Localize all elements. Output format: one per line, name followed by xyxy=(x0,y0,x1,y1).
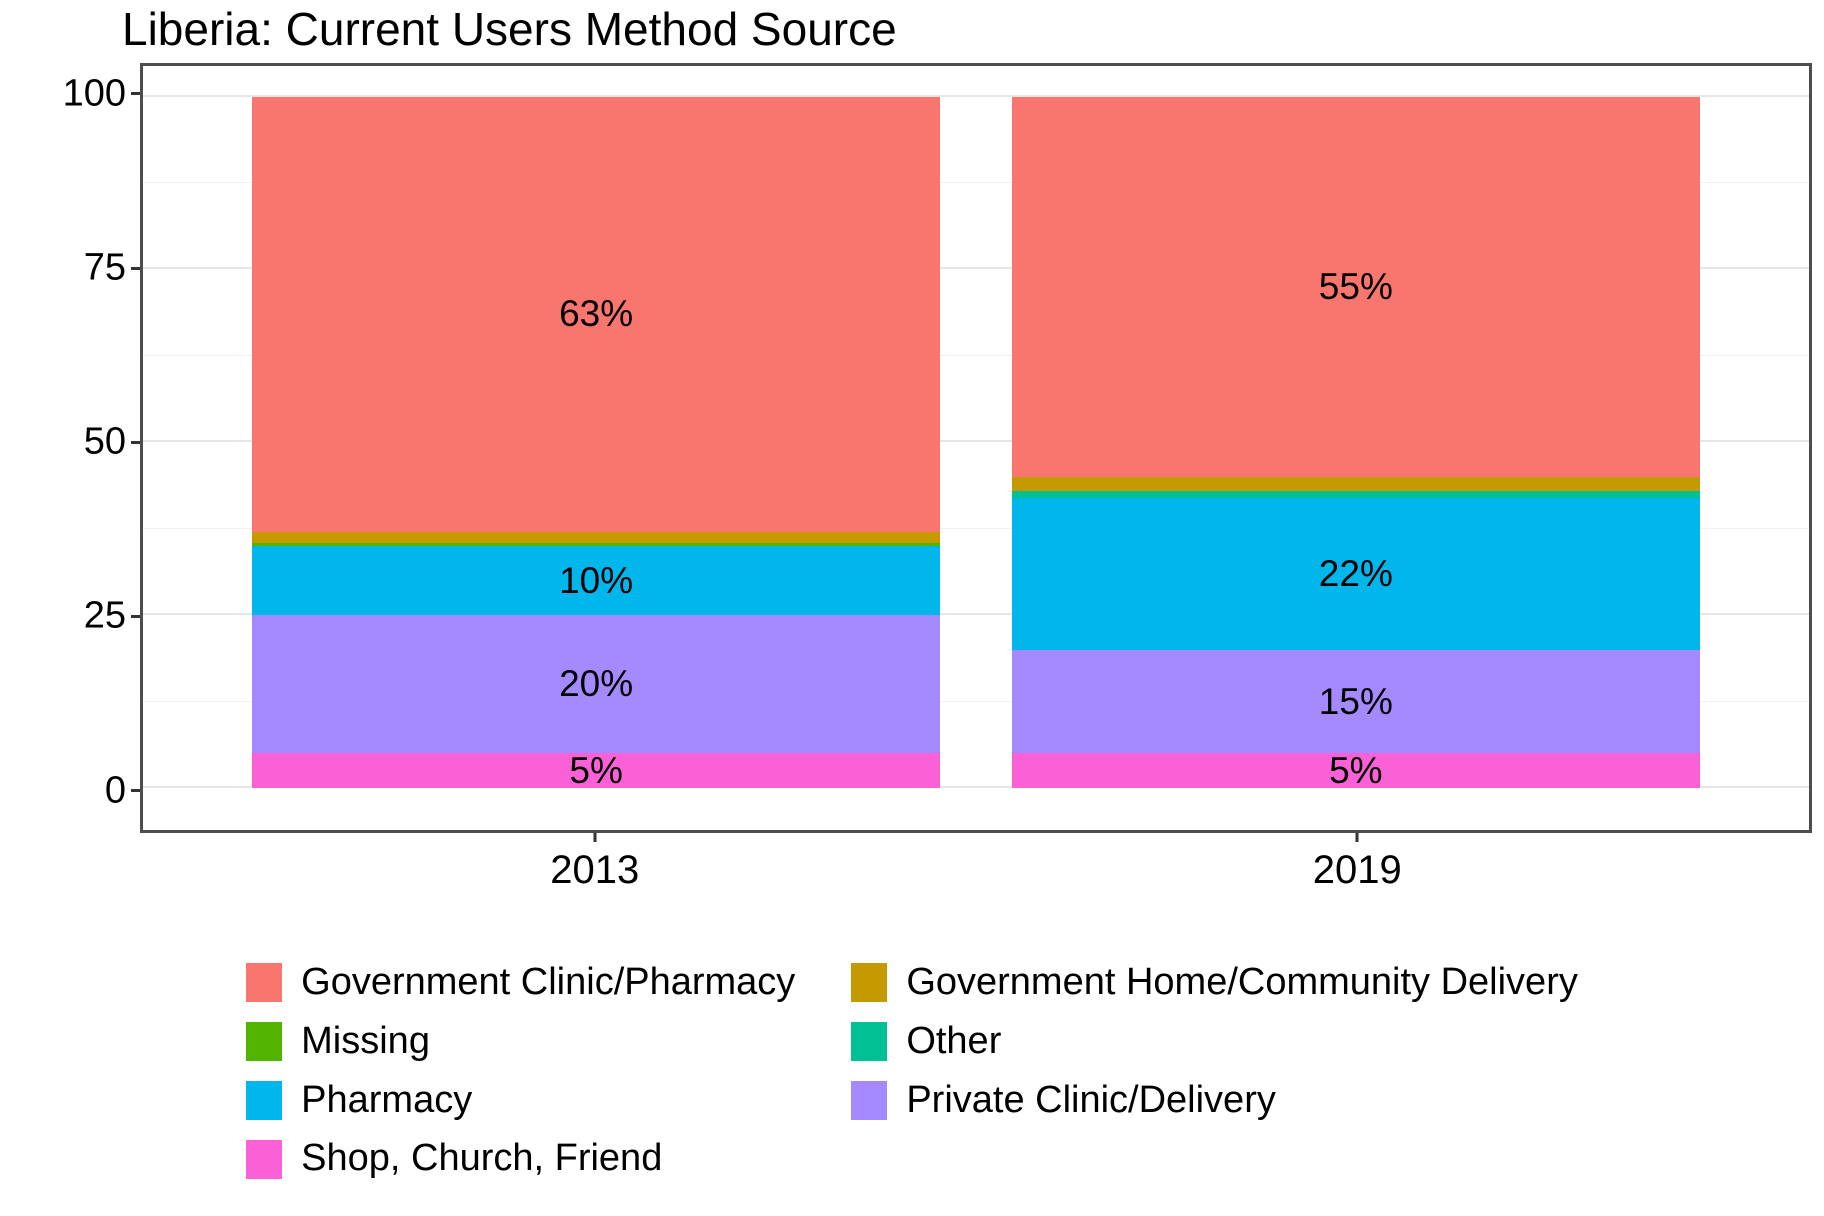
legend-label: Missing xyxy=(301,1019,430,1062)
x-axis-tick-label: 2013 xyxy=(550,848,640,892)
gridline-major xyxy=(143,440,1809,443)
segment xyxy=(1011,96,1700,477)
legend-label: Other xyxy=(906,1019,1002,1062)
segment xyxy=(1011,476,1700,491)
legend-item: Missing xyxy=(246,1019,795,1063)
gridline-major xyxy=(143,94,1809,97)
legend-item: Private Clinic/Delivery xyxy=(851,1078,1578,1122)
legend-swatch xyxy=(246,1080,283,1120)
chart-title: Liberia: Current Users Method Source xyxy=(122,3,897,55)
legend-label: Shop, Church, Friend xyxy=(301,1137,663,1180)
stacked-bar-2013: 5% 20% 10% 63% xyxy=(252,66,941,830)
gridline-minor xyxy=(143,527,1809,529)
segment-value-label: 10% xyxy=(559,559,634,601)
y-axis-tick-label: 0 xyxy=(104,769,126,812)
segment-value-label: 20% xyxy=(559,663,634,705)
segment xyxy=(1011,649,1700,754)
y-axis-tick xyxy=(131,92,140,96)
legend-swatch xyxy=(851,1022,888,1062)
gridline-minor xyxy=(143,182,1809,183)
x-axis-tick xyxy=(1355,833,1359,842)
segment-value-label: 63% xyxy=(559,293,634,335)
plot-panel: 5% 20% 10% 63% 5% 15% 22% 55% xyxy=(140,63,1812,833)
y-axis-tick-label: 100 xyxy=(62,72,126,115)
legend-item: Other xyxy=(851,1019,1578,1063)
x-axis-tick xyxy=(593,833,597,842)
gridline-minor xyxy=(143,700,1809,702)
legend-swatch xyxy=(851,1080,888,1120)
segment-value-label: 22% xyxy=(1318,552,1393,594)
legend-swatch xyxy=(246,1022,283,1062)
y-axis-tick xyxy=(131,266,140,270)
gridline-major xyxy=(143,785,1809,788)
segment xyxy=(252,96,941,533)
segment-value-label: 5% xyxy=(569,749,623,791)
segment xyxy=(1011,753,1700,788)
x-axis-tick-label: 2019 xyxy=(1312,848,1402,892)
segment xyxy=(252,532,941,543)
segment-value-label: 15% xyxy=(1318,680,1393,722)
segment xyxy=(252,753,941,788)
legend-label: Private Clinic/Delivery xyxy=(906,1078,1276,1121)
segment xyxy=(252,545,941,616)
legend-label: Pharmacy xyxy=(301,1078,473,1121)
stacked-bar-2019: 5% 15% 22% 55% xyxy=(1011,66,1700,830)
legend-item: Shop, Church, Friend xyxy=(246,1138,795,1180)
gridline-minor xyxy=(143,354,1809,356)
gridline-major xyxy=(143,613,1809,616)
segment xyxy=(1011,490,1700,498)
segment-value-label: 5% xyxy=(1329,749,1383,791)
legend-swatch xyxy=(246,1139,283,1179)
segment xyxy=(1011,497,1700,650)
gridline-major xyxy=(143,267,1809,270)
legend-item: Government Home/Community Delivery xyxy=(851,961,1578,1004)
legend: Government Clinic/Pharmacy Government Hom… xyxy=(0,961,1824,1180)
legend-label: Government Home/Community Delivery xyxy=(906,961,1578,1003)
y-axis-tick-label: 25 xyxy=(83,594,126,637)
legend-swatch xyxy=(246,963,283,1003)
legend-item: Government Clinic/Pharmacy xyxy=(246,961,796,1004)
segment xyxy=(252,615,941,754)
y-axis-tick xyxy=(131,789,140,793)
legend-grid: Government Clinic/Pharmacy Government Hom… xyxy=(246,961,1578,1180)
legend-label: Government Clinic/Pharmacy xyxy=(301,961,796,1003)
y-axis-tick xyxy=(131,440,140,444)
y-axis-tick-label: 75 xyxy=(83,246,126,289)
segment xyxy=(252,542,941,546)
legend-item: Pharmacy xyxy=(246,1078,795,1122)
y-axis-tick-label: 50 xyxy=(83,420,126,463)
segment-value-label: 55% xyxy=(1318,265,1393,307)
legend-swatch xyxy=(851,963,888,1003)
y-axis-tick xyxy=(131,614,140,618)
